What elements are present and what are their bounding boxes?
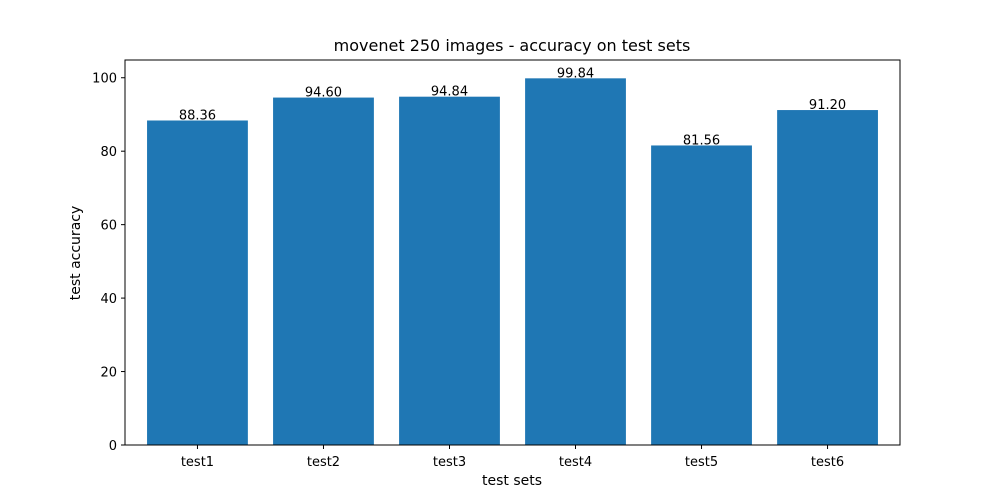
- x-tick-label-test3: test3: [433, 455, 466, 470]
- x-tick-label-test1: test1: [181, 455, 214, 470]
- data-label-test3: 94.84: [431, 85, 468, 100]
- bar-test5: [651, 145, 752, 445]
- y-tick-label-80: 80: [100, 145, 117, 160]
- y-axis: 0 20 40 60 80 100: [92, 72, 125, 454]
- y-tick-label-100: 100: [92, 72, 117, 87]
- bars-group: [147, 78, 878, 446]
- data-label-test6: 91.20: [809, 98, 846, 113]
- x-tick-label-test2: test2: [307, 455, 340, 470]
- y-axis-label: test accuracy: [68, 206, 84, 301]
- bar-test2: [273, 97, 374, 445]
- data-label-test1: 88.36: [179, 108, 216, 123]
- data-label-test5: 81.56: [683, 133, 720, 148]
- y-tick-label-0: 0: [109, 439, 117, 454]
- x-axis: test1 test2 test3 test4 test5 test6: [181, 445, 844, 470]
- data-label-test4: 99.84: [557, 66, 594, 81]
- y-tick-label-60: 60: [100, 219, 117, 234]
- y-tick-label-40: 40: [100, 292, 117, 307]
- bar-test1: [147, 120, 248, 446]
- data-labels-group: 88.36 94.60 94.84 99.84 81.56 91.20: [179, 66, 846, 148]
- x-tick-label-test5: test5: [685, 455, 718, 470]
- data-label-test2: 94.60: [305, 86, 342, 101]
- plot-frame: [124, 59, 901, 446]
- bar-test6: [777, 110, 878, 445]
- x-tick-label-test6: test6: [811, 455, 844, 470]
- y-tick-label-20: 20: [100, 366, 117, 381]
- x-axis-label: test sets: [482, 473, 542, 489]
- x-tick-label-test4: test4: [559, 455, 592, 470]
- bar-test3: [399, 96, 500, 446]
- chart-title: movenet 250 images - accuracy on test se…: [334, 36, 691, 55]
- bar-test4: [525, 78, 626, 445]
